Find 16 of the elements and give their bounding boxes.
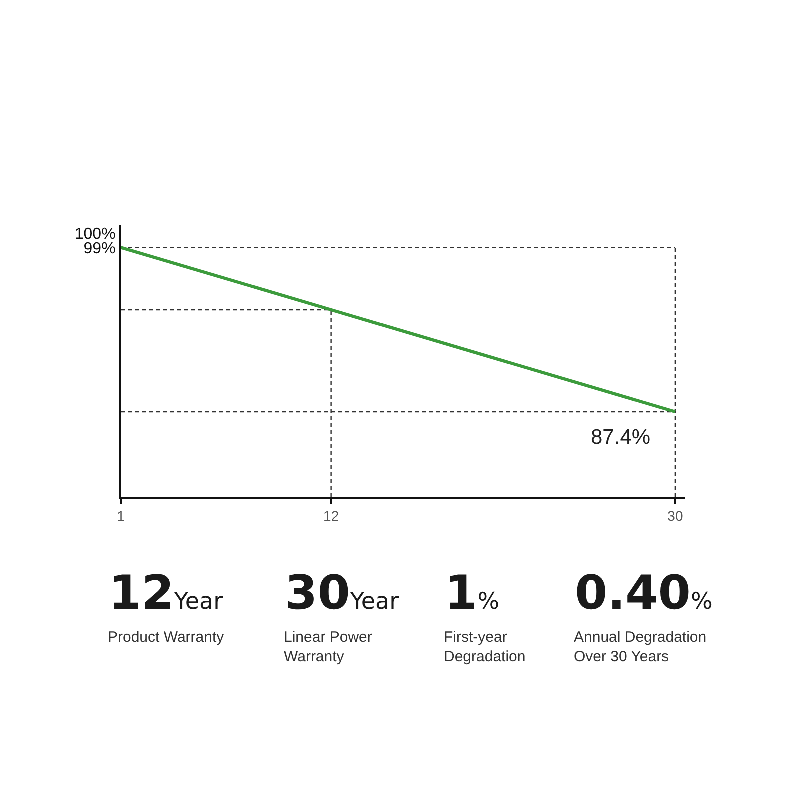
text: % <box>690 589 713 615</box>
x-tick-label: 30 <box>668 508 684 524</box>
x-tick-label: 12 <box>324 508 340 524</box>
data-label: 87.4% <box>591 426 651 449</box>
text: 30 <box>285 566 350 621</box>
text: Year <box>173 589 224 615</box>
text: 0.40 <box>575 566 691 621</box>
text: Product Warranty <box>108 629 225 646</box>
text: First-year Degradation <box>444 629 526 666</box>
text: % <box>478 589 500 615</box>
x-tick-label: 1 <box>117 508 126 524</box>
text: Year <box>349 589 400 615</box>
text: 12 <box>109 566 174 621</box>
text: Annual Degradation Over 30 Years <box>574 629 707 666</box>
text: Linear Power Warranty <box>284 629 372 666</box>
text: 1 <box>445 566 478 621</box>
